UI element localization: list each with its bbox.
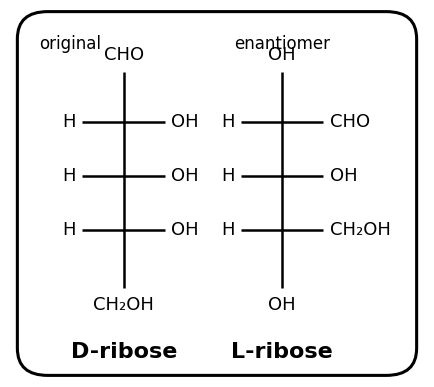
Text: original: original (39, 35, 101, 53)
Text: H: H (221, 167, 234, 185)
Text: H: H (62, 221, 76, 239)
Text: CHO: CHO (104, 46, 144, 64)
Text: L-ribose: L-ribose (231, 342, 333, 362)
Text: OH: OH (268, 46, 296, 64)
Text: H: H (221, 113, 234, 131)
Text: CH₂OH: CH₂OH (93, 296, 154, 314)
Text: H: H (62, 167, 76, 185)
Text: CH₂OH: CH₂OH (330, 221, 391, 239)
Text: OH: OH (171, 221, 199, 239)
Text: OH: OH (330, 167, 358, 185)
Text: OH: OH (268, 296, 296, 314)
Text: H: H (221, 221, 234, 239)
Text: OH: OH (171, 167, 199, 185)
Text: OH: OH (171, 113, 199, 131)
Text: H: H (62, 113, 76, 131)
Text: enantiomer: enantiomer (234, 35, 330, 53)
Text: D-ribose: D-ribose (70, 342, 177, 362)
Text: CHO: CHO (330, 113, 370, 131)
FancyBboxPatch shape (17, 12, 417, 375)
